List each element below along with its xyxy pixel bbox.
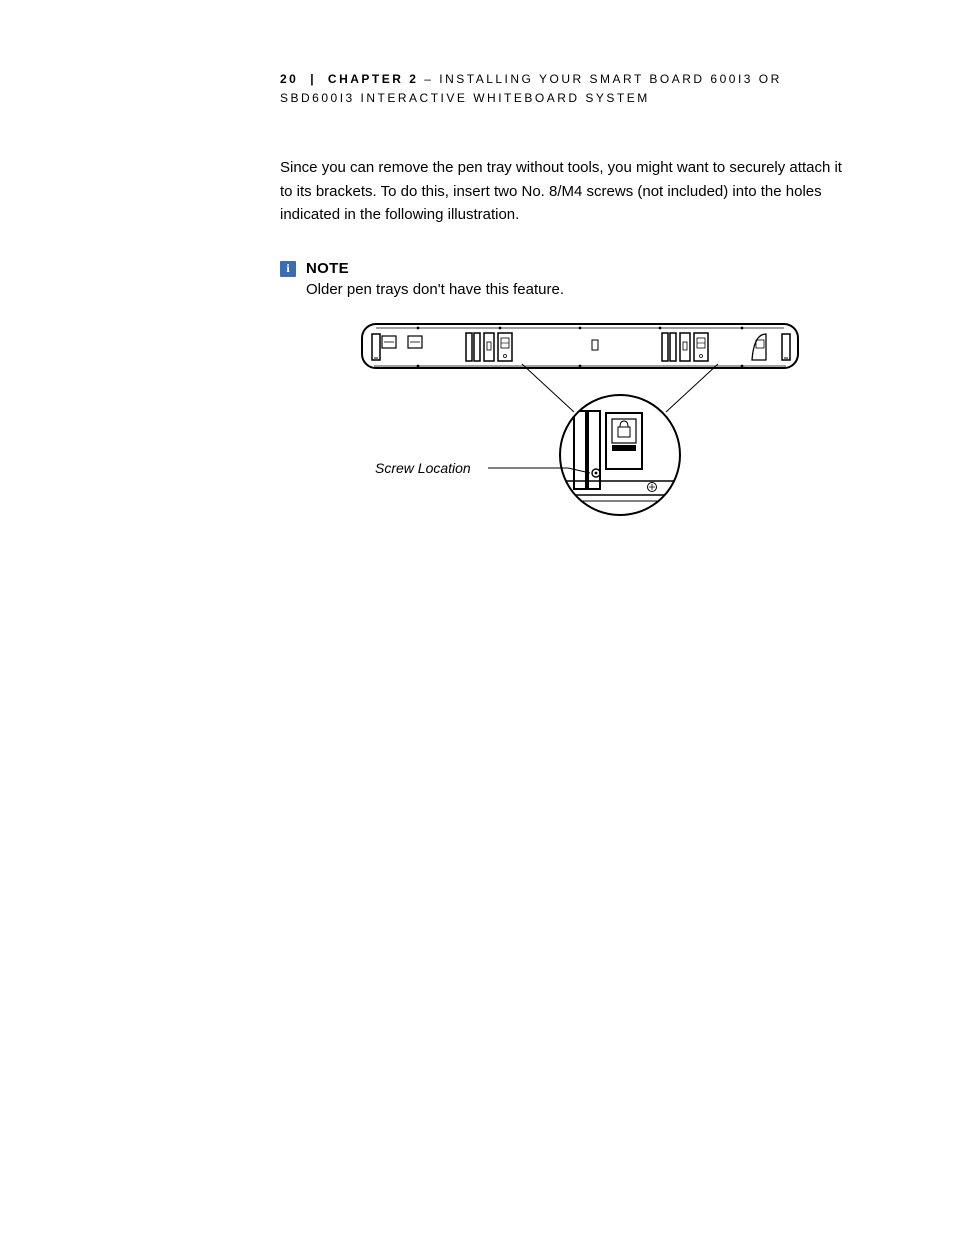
body-paragraph: Since you can remove the pen tray withou… — [280, 156, 844, 226]
info-icon: i — [280, 261, 296, 277]
note-title: NOTE — [306, 260, 349, 277]
note-header: i NOTE — [280, 260, 844, 277]
pen-tray-diagram — [360, 320, 820, 530]
chapter-label: CHAPTER 2 — [328, 72, 419, 86]
note-block: i NOTE Older pen trays don't have this f… — [280, 260, 844, 302]
header-separator: | — [310, 72, 316, 86]
note-body: Older pen trays don't have this feature. — [306, 279, 844, 302]
screw-location-label: Screw Location — [375, 460, 471, 476]
page-number: 20 — [280, 72, 298, 86]
figure: Screw Location — [280, 320, 844, 530]
page-header: 20 | CHAPTER 2 – INSTALLING YOUR SMART B… — [280, 70, 844, 108]
manual-page: 20 | CHAPTER 2 – INSTALLING YOUR SMART B… — [0, 0, 954, 1235]
